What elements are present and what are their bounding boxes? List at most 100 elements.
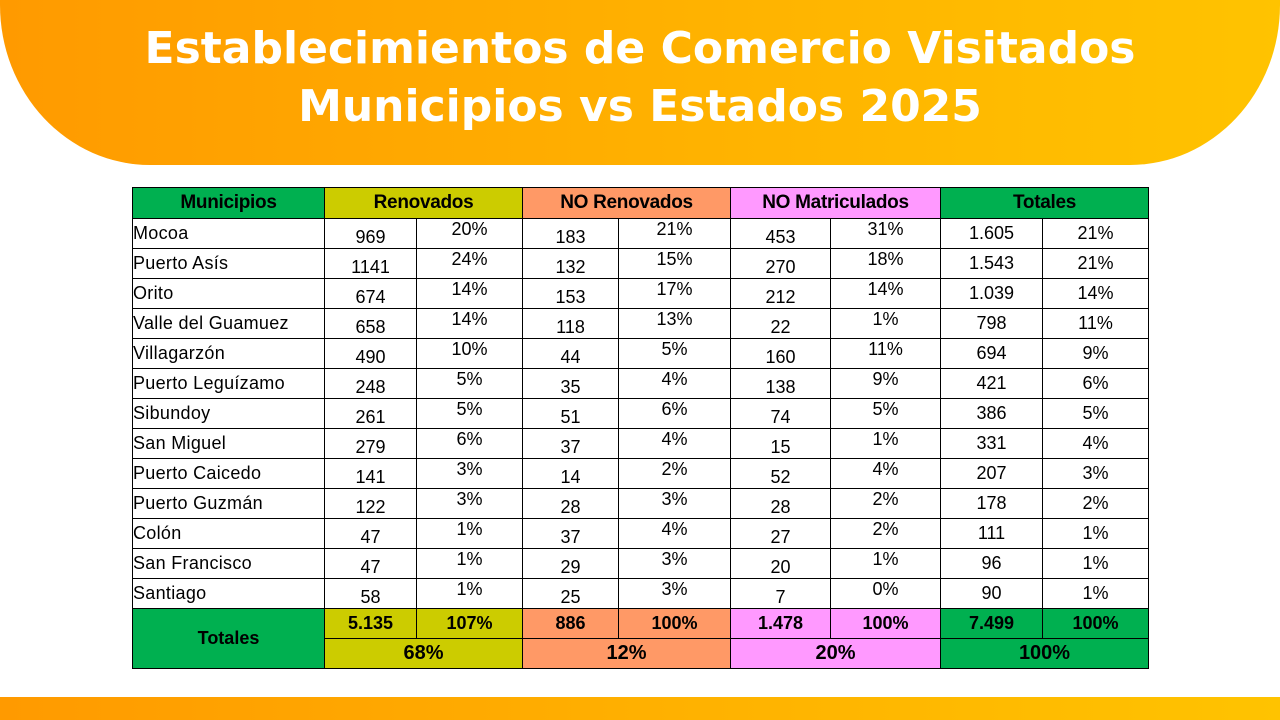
title-line-1: Establecimientos de Comercio Visitados (144, 23, 1136, 74)
title-line-2: Municipios vs Estados 2025 (298, 81, 982, 132)
cell-renovados-pct: 5% (416, 368, 523, 399)
table-row: Orito 674 14% 153 17% 212 14% 1.039 14% (132, 278, 1150, 309)
cell-no-matriculados-pct: 0% (829, 578, 942, 609)
cell-municipio: Valle del Guamuez (132, 308, 325, 339)
cell-municipio: Puerto Asís (132, 248, 325, 279)
cell-no-matriculados: 28 (730, 488, 831, 519)
cell-municipio: Sibundoy (132, 398, 325, 429)
cell-no-matriculados: 453 (730, 218, 831, 249)
cell-no-renovados-pct: 17% (618, 278, 731, 309)
header-renovados: Renovados (324, 187, 523, 219)
cell-no-matriculados-pct: 11% (829, 338, 942, 369)
cell-renovados-pct: 14% (416, 308, 523, 339)
header-totales: Totales (940, 187, 1150, 219)
total-renovados-pct: 107% (416, 608, 523, 639)
table-row: Puerto Leguízamo 248 5% 35 4% 138 9% 421 6% (132, 368, 1150, 399)
cell-totales-pct: 3% (1042, 458, 1150, 489)
cell-municipio: Mocoa (132, 218, 325, 249)
cell-no-renovados-pct: 4% (618, 428, 731, 459)
cell-totales-pct: 21% (1042, 248, 1150, 279)
cell-totales-pct: 14% (1042, 278, 1150, 309)
cell-renovados: 969 (324, 218, 417, 249)
cell-renovados-pct: 3% (416, 488, 523, 519)
total-totales-pct: 100% (1042, 608, 1150, 639)
cell-no-matriculados-pct: 1% (829, 548, 942, 579)
cell-no-renovados: 29 (522, 548, 619, 579)
cell-municipio: Puerto Leguízamo (132, 368, 325, 399)
total-totales: 7.499 (940, 608, 1044, 639)
cell-no-renovados: 44 (522, 338, 619, 369)
cell-renovados-pct: 6% (416, 428, 523, 459)
cell-no-renovados: 14 (522, 458, 619, 489)
cell-municipio: Colón (132, 518, 325, 549)
cell-renovados: 122 (324, 488, 417, 519)
cell-totales-pct: 6% (1042, 368, 1150, 399)
share-renovados: 68% (324, 638, 523, 669)
cell-renovados: 490 (324, 338, 417, 369)
total-no-renovados-pct: 100% (618, 608, 731, 639)
cell-totales: 1.039 (940, 278, 1044, 309)
cell-renovados-pct: 20% (416, 218, 523, 249)
table-row: San Miguel 279 6% 37 4% 15 1% 331 4% (132, 428, 1150, 459)
cell-no-renovados-pct: 3% (618, 548, 731, 579)
share-totales: 100% (940, 638, 1150, 669)
cell-no-matriculados: 270 (730, 248, 831, 279)
cell-no-matriculados: 27 (730, 518, 831, 549)
cell-no-renovados: 183 (522, 218, 619, 249)
cell-municipio: San Miguel (132, 428, 325, 459)
cell-totales-pct: 1% (1042, 578, 1150, 609)
cell-no-matriculados: 74 (730, 398, 831, 429)
cell-no-renovados-pct: 3% (618, 578, 731, 609)
cell-totales: 1.543 (940, 248, 1044, 279)
cell-no-matriculados: 7 (730, 578, 831, 609)
cell-renovados-pct: 5% (416, 398, 523, 429)
header-municipios: Municipios (132, 187, 325, 219)
cell-no-matriculados-pct: 2% (829, 488, 942, 519)
cell-no-matriculados-pct: 9% (829, 368, 942, 399)
cell-renovados: 1141 (324, 248, 417, 279)
cell-totales-pct: 2% (1042, 488, 1150, 519)
cell-municipio: Orito (132, 278, 325, 309)
cell-renovados: 279 (324, 428, 417, 459)
cell-no-renovados: 35 (522, 368, 619, 399)
cell-totales-pct: 5% (1042, 398, 1150, 429)
cell-no-renovados: 153 (522, 278, 619, 309)
total-no-matriculados-pct: 100% (829, 608, 942, 639)
shares-row: 68% 12% 20% 100% (133, 638, 1150, 669)
cell-totales: 386 (940, 398, 1044, 429)
cell-renovados: 248 (324, 368, 417, 399)
cell-totales: 694 (940, 338, 1044, 369)
header-no-matriculados: NO Matriculados (729, 187, 942, 219)
cell-no-matriculados-pct: 1% (829, 308, 942, 339)
table-row: Puerto Caicedo 141 3% 14 2% 52 4% 207 3% (132, 458, 1150, 489)
cell-no-renovados-pct: 4% (618, 518, 731, 549)
table-body: Mocoa 969 20% 183 21% 453 31% 1.605 21% Puerto As… (132, 218, 1150, 609)
share-no-matriculados: 20% (729, 638, 942, 669)
cell-no-renovados-pct: 15% (618, 248, 731, 279)
cell-no-renovados: 28 (522, 488, 619, 519)
cell-municipio: Puerto Caicedo (132, 458, 325, 489)
cell-no-matriculados-pct: 5% (829, 398, 942, 429)
cell-totales-pct: 9% (1042, 338, 1150, 369)
totals-row: Totales 5.135 107% 886 100% 1.478 100% 7… (132, 608, 1150, 669)
cell-no-matriculados-pct: 18% (829, 248, 942, 279)
table-row: Mocoa 969 20% 183 21% 453 31% 1.605 21% (132, 218, 1150, 249)
cell-no-matriculados-pct: 2% (829, 518, 942, 549)
cell-no-renovados: 51 (522, 398, 619, 429)
table-footer: Totales 5.135 107% 886 100% 1.478 100% 7… (132, 608, 1150, 669)
cell-no-renovados-pct: 21% (618, 218, 731, 249)
cell-no-renovados-pct: 2% (618, 458, 731, 489)
cell-no-matriculados-pct: 1% (829, 428, 942, 459)
cell-renovados-pct: 1% (416, 518, 523, 549)
cell-renovados: 261 (324, 398, 417, 429)
table-row: Valle del Guamuez 658 14% 118 13% 22 1% 798 11% (132, 308, 1150, 339)
cell-no-renovados: 132 (522, 248, 619, 279)
cell-renovados-pct: 14% (416, 278, 523, 309)
table-row: Colón 47 1% 37 4% 27 2% 111 1% (132, 518, 1150, 549)
footer-bar (0, 697, 1280, 720)
cell-no-matriculados-pct: 4% (829, 458, 942, 489)
totals-label: Totales (132, 608, 325, 669)
table-row: Puerto Guzmán 122 3% 28 3% 28 2% 178 2% (132, 488, 1150, 519)
total-renovados: 5.135 (324, 608, 417, 639)
table-row: San Francisco 47 1% 29 3% 20 1% 96 1% (132, 548, 1150, 579)
